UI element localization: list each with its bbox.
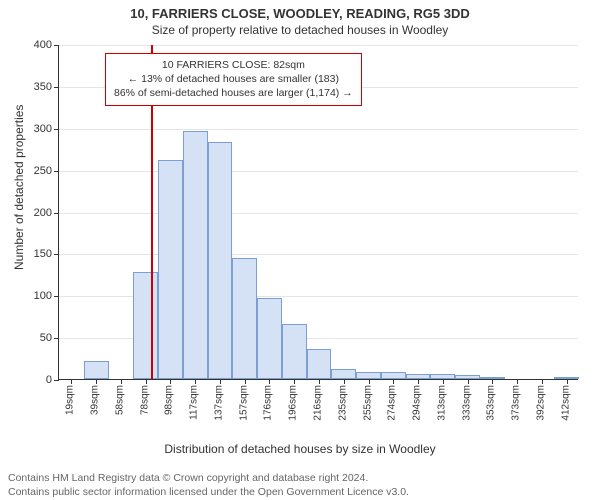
xtick-mark <box>567 379 568 384</box>
ytick-mark <box>54 171 59 172</box>
xtick-mark <box>96 379 97 384</box>
xtick-mark <box>195 379 196 384</box>
ytick-label: 0 <box>12 374 52 386</box>
histogram-bar <box>232 258 257 379</box>
xtick-mark <box>369 379 370 384</box>
xtick-mark <box>418 379 419 384</box>
xtick-mark <box>443 379 444 384</box>
xtick-label: 274sqm <box>387 385 398 421</box>
xtick-label: 392sqm <box>535 385 546 421</box>
ytick-label: 200 <box>12 207 52 219</box>
histogram-bar <box>133 272 158 379</box>
xtick-label: 157sqm <box>238 385 249 421</box>
histogram-bar <box>158 160 183 379</box>
annotation-line: ← 13% of detached houses are smaller (18… <box>114 72 353 86</box>
ytick-label: 400 <box>12 39 52 51</box>
xtick-label: 39sqm <box>90 385 101 415</box>
histogram-chart: 10 FARRIERS CLOSE: 82sqm← 13% of detache… <box>58 45 578 380</box>
xtick-label: 412sqm <box>560 385 571 421</box>
gridline <box>59 45 578 46</box>
footer-line-1: Contains HM Land Registry data © Crown c… <box>8 472 592 486</box>
xtick-mark <box>393 379 394 384</box>
chart-titles: 10, FARRIERS CLOSE, WOODLEY, READING, RG… <box>0 6 600 37</box>
histogram-bar <box>257 298 282 379</box>
histogram-bar <box>183 131 208 379</box>
xtick-mark <box>71 379 72 384</box>
xtick-label: 176sqm <box>263 385 274 421</box>
xtick-label: 373sqm <box>511 385 522 421</box>
ytick-mark <box>54 45 59 46</box>
histogram-bar <box>381 372 406 379</box>
xtick-label: 255sqm <box>362 385 373 421</box>
ytick-mark <box>54 87 59 88</box>
ytick-mark <box>54 254 59 255</box>
gridline <box>59 254 578 255</box>
xtick-mark <box>146 379 147 384</box>
xtick-mark <box>468 379 469 384</box>
xtick-mark <box>517 379 518 384</box>
xtick-mark <box>319 379 320 384</box>
histogram-bar <box>356 372 381 379</box>
xtick-mark <box>492 379 493 384</box>
histogram-bar <box>307 349 332 379</box>
gridline <box>59 171 578 172</box>
ytick-label: 300 <box>12 123 52 135</box>
annotation-line: 10 FARRIERS CLOSE: 82sqm <box>114 58 353 72</box>
ytick-mark <box>54 380 59 381</box>
ytick-label: 250 <box>12 165 52 177</box>
ytick-label: 50 <box>12 332 52 344</box>
xtick-label: 333sqm <box>461 385 472 421</box>
xtick-label: 294sqm <box>412 385 423 421</box>
xtick-mark <box>344 379 345 384</box>
xtick-label: 235sqm <box>337 385 348 421</box>
xtick-mark <box>294 379 295 384</box>
xtick-mark <box>170 379 171 384</box>
xtick-mark <box>121 379 122 384</box>
xtick-label: 98sqm <box>164 385 175 415</box>
xtick-mark <box>269 379 270 384</box>
xtick-mark <box>220 379 221 384</box>
ytick-label: 100 <box>12 290 52 302</box>
xtick-label: 137sqm <box>213 385 224 421</box>
gridline <box>59 129 578 130</box>
ytick-mark <box>54 213 59 214</box>
plot-area: 10 FARRIERS CLOSE: 82sqm← 13% of detache… <box>58 45 578 380</box>
ytick-mark <box>54 338 59 339</box>
ytick-label: 350 <box>12 81 52 93</box>
title-address: 10, FARRIERS CLOSE, WOODLEY, READING, RG… <box>0 6 600 21</box>
histogram-bar <box>282 324 307 379</box>
footer-attribution: Contains HM Land Registry data © Crown c… <box>8 472 592 499</box>
histogram-bar <box>331 369 356 379</box>
histogram-bar <box>208 142 233 379</box>
xtick-mark <box>245 379 246 384</box>
xtick-mark <box>542 379 543 384</box>
gridline <box>59 213 578 214</box>
xtick-label: 313sqm <box>436 385 447 421</box>
xtick-label: 353sqm <box>486 385 497 421</box>
x-axis-label: Distribution of detached houses by size … <box>0 442 600 456</box>
xtick-label: 19sqm <box>65 385 76 415</box>
xtick-label: 216sqm <box>313 385 324 421</box>
ytick-label: 150 <box>12 248 52 260</box>
ytick-mark <box>54 296 59 297</box>
title-subtitle: Size of property relative to detached ho… <box>0 23 600 37</box>
annotation-box: 10 FARRIERS CLOSE: 82sqm← 13% of detache… <box>105 53 362 106</box>
xtick-label: 58sqm <box>114 385 125 415</box>
xtick-label: 117sqm <box>189 385 200 420</box>
xtick-label: 78sqm <box>139 385 150 415</box>
histogram-bar <box>84 361 109 379</box>
ytick-mark <box>54 129 59 130</box>
xtick-label: 196sqm <box>288 385 299 421</box>
annotation-line: 86% of semi-detached houses are larger (… <box>114 86 353 100</box>
footer-line-2: Contains public sector information licen… <box>8 486 592 500</box>
